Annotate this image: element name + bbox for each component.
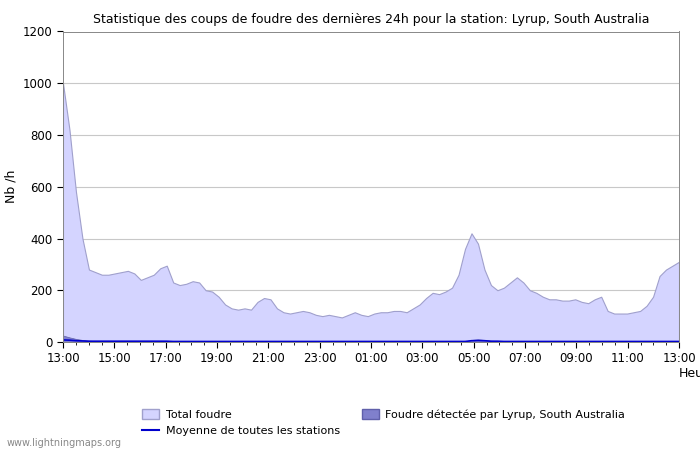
Moyenne de toutes les stations — [331, 339, 340, 344]
Text: www.lightningmaps.org: www.lightningmaps.org — [7, 438, 122, 448]
Moyenne de toutes les stations — [169, 339, 177, 344]
Moyenne de toutes les stations — [143, 338, 151, 344]
Y-axis label: Nb /h: Nb /h — [4, 170, 18, 203]
Moyenne de toutes les stations — [629, 339, 638, 344]
Text: Heure: Heure — [679, 367, 700, 380]
Line: Moyenne de toutes les stations: Moyenne de toutes les stations — [63, 340, 679, 342]
Moyenne de toutes les stations — [675, 339, 683, 344]
Legend: Total foudre, Moyenne de toutes les stations, Foudre détectée par Lyrup, South A: Total foudre, Moyenne de toutes les stat… — [143, 410, 625, 436]
Moyenne de toutes les stations — [240, 339, 248, 344]
Moyenne de toutes les stations — [377, 339, 385, 344]
Title: Statistique des coups de foudre des dernières 24h pour la station: Lyrup, South : Statistique des coups de foudre des dern… — [92, 13, 650, 26]
Moyenne de toutes les stations — [396, 339, 405, 344]
Moyenne de toutes les stations — [59, 337, 67, 342]
